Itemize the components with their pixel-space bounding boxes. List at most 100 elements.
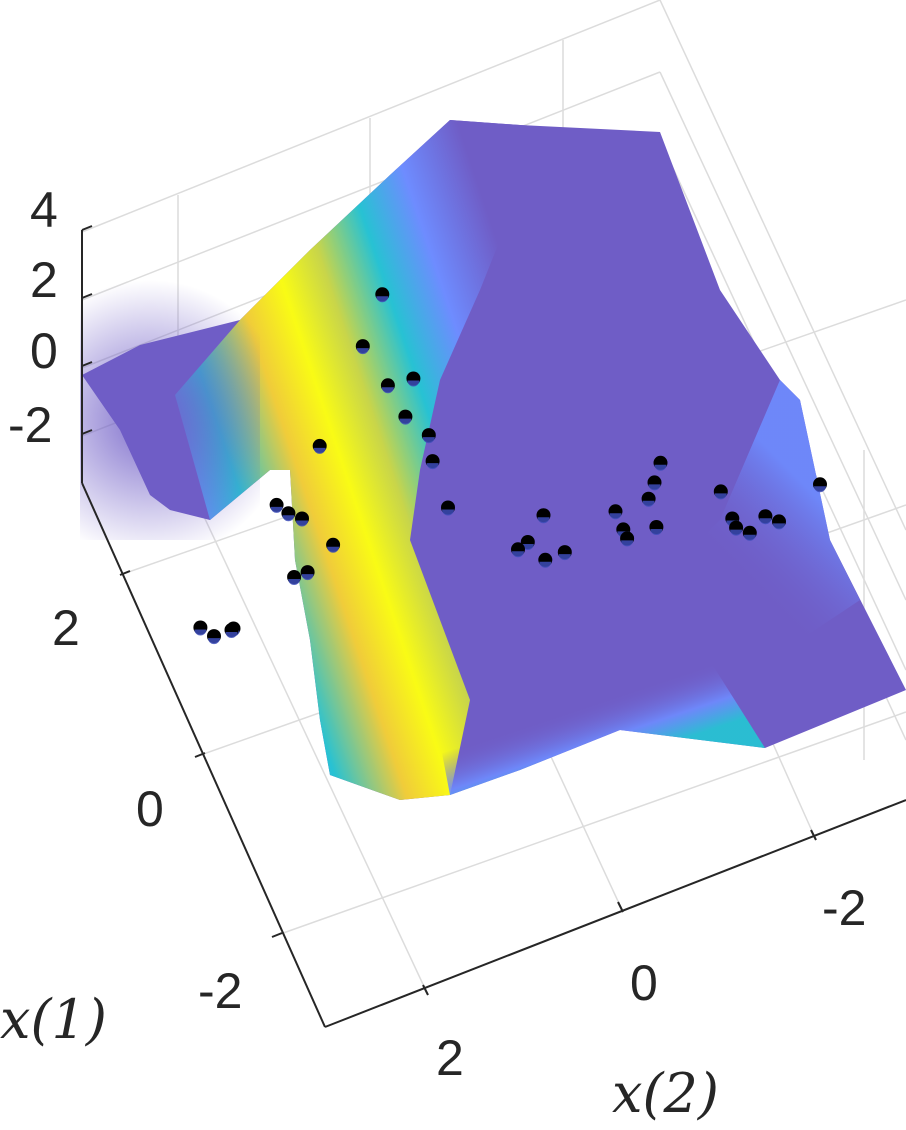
x2-tick-labels: 2 0 -2 [436,880,866,1086]
surface-right-band [680,380,860,640]
data-point-shade [426,463,439,470]
data-point [421,428,436,444]
z-tick-mark [81,361,93,367]
data-point-shade [225,632,238,638]
axes [81,225,906,1028]
data-point [224,623,239,638]
data-point [269,497,284,513]
data-point [511,542,525,558]
x2-tick-mark [810,829,817,841]
surface-ridge [175,120,560,800]
x2-axis-line [324,799,906,1028]
x1-tick-mark [271,932,283,938]
data-point-shade [512,551,524,558]
z-tick-label: 2 [30,252,58,308]
data-point [742,525,757,541]
data-point-shade [288,579,301,585]
data-point [193,620,208,636]
x2-tick-label: 2 [436,1030,464,1086]
data-point [355,339,370,355]
x1-axis-label: x(1) [0,988,107,1051]
x2-tick-label: -2 [822,880,866,936]
x1-tick-mark [194,752,206,758]
data-point [772,514,786,530]
z-tick-label: -2 [8,397,52,453]
data-point [758,509,773,525]
data-point [536,508,551,524]
data-point [538,552,553,568]
data-points [193,287,827,645]
data-point-shade [714,493,727,500]
data-point [425,454,440,470]
data-point-shade [537,517,550,524]
data-point-shade [773,523,785,530]
z-tick-mark [81,293,93,299]
data-point [813,477,827,493]
data-point [557,545,572,561]
data-point-shade [399,418,412,425]
x1-tick-mark [119,570,131,576]
data-point-shade [648,484,661,491]
data-point-shade [194,629,207,636]
data-point [281,506,296,522]
data-point-shade [558,554,571,561]
z-tick-mark [81,225,93,231]
data-point [620,531,635,547]
data-point-shade [759,518,772,525]
x1-tick-labels: 2 0 -2 [52,600,242,1019]
data-point [312,438,327,454]
data-point [287,570,302,585]
data-point-shade [327,546,340,553]
x1-axis-line [81,482,326,1028]
data-point-shade [743,534,756,541]
data-point [406,371,421,387]
data-point [649,520,664,535]
data-point-shade [376,296,389,303]
surface [80,120,906,800]
surface-left-well [80,280,260,540]
data-point-shade [539,561,552,568]
data-point-shade [650,529,663,535]
x1-tick-label: -2 [198,963,242,1019]
data-point-shade [208,638,220,645]
x1-tick-label: 0 [136,781,164,837]
data-point [608,504,623,520]
data-point [441,500,455,516]
data-point [713,484,728,500]
z-tick-labels: 4 2 0 -2 [8,182,58,453]
data-point [326,537,341,553]
z-tick-label: 0 [30,323,58,379]
data-point [375,287,390,303]
data-point-shade [282,515,295,522]
data-point-shade [301,574,314,581]
data-point [380,378,395,394]
data-point-shade [814,486,826,493]
data-point-shade [621,540,634,547]
data-point [729,520,744,536]
data-point-shade [313,447,326,454]
data-point-shade [296,520,308,527]
data-point-shade [356,348,369,355]
x2-tick-label: 0 [630,955,658,1011]
data-point [398,409,413,425]
grid-line [659,0,906,531]
x2-tick-mark [617,901,624,913]
data-point [295,511,309,527]
grid-line [271,711,906,938]
x2-tick-mark [422,984,429,996]
grid-line [81,0,661,233]
z-tick-mark [81,429,93,435]
data-point-shade [730,529,743,536]
data-point-shade [381,387,394,394]
data-point-shade [609,513,622,520]
data-point-shade [642,500,655,507]
data-point [207,629,221,645]
data-point-shade [442,509,454,516]
z-tick-label: 4 [30,182,58,238]
data-point [653,455,668,471]
data-point [647,475,662,491]
data-point-shade [422,437,435,444]
x2-axis-label: x(2) [612,1062,719,1125]
x1-tick-label: 2 [52,600,80,656]
surface-bottom-band [430,645,765,795]
